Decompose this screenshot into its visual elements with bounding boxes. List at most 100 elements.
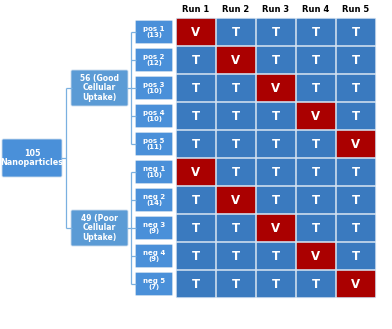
FancyBboxPatch shape <box>71 210 128 246</box>
Text: T: T <box>352 110 360 122</box>
Text: T: T <box>312 138 320 150</box>
FancyBboxPatch shape <box>336 158 376 186</box>
Text: T: T <box>352 54 360 66</box>
Text: Run 1: Run 1 <box>182 5 210 13</box>
FancyBboxPatch shape <box>216 158 256 186</box>
Text: Run 3: Run 3 <box>262 5 290 13</box>
Text: T: T <box>352 82 360 94</box>
FancyBboxPatch shape <box>336 74 376 102</box>
FancyBboxPatch shape <box>136 216 172 240</box>
FancyBboxPatch shape <box>136 272 172 295</box>
Text: T: T <box>272 26 280 38</box>
FancyBboxPatch shape <box>336 242 376 270</box>
FancyBboxPatch shape <box>2 139 62 177</box>
Text: T: T <box>232 221 240 235</box>
FancyBboxPatch shape <box>136 77 172 99</box>
Text: T: T <box>232 138 240 150</box>
Text: T: T <box>272 138 280 150</box>
Text: pos 3
(10): pos 3 (10) <box>143 82 165 94</box>
FancyBboxPatch shape <box>176 186 216 214</box>
FancyBboxPatch shape <box>216 102 256 130</box>
FancyBboxPatch shape <box>296 102 336 130</box>
Text: V: V <box>352 277 361 291</box>
Text: T: T <box>272 277 280 291</box>
Text: V: V <box>352 138 361 150</box>
FancyBboxPatch shape <box>216 270 256 298</box>
FancyBboxPatch shape <box>256 242 296 270</box>
Text: T: T <box>352 193 360 207</box>
FancyBboxPatch shape <box>216 74 256 102</box>
FancyBboxPatch shape <box>216 242 256 270</box>
Text: T: T <box>192 138 200 150</box>
Text: Run 4: Run 4 <box>302 5 330 13</box>
FancyBboxPatch shape <box>296 18 336 46</box>
Text: T: T <box>192 82 200 94</box>
FancyBboxPatch shape <box>296 74 336 102</box>
FancyBboxPatch shape <box>216 46 256 74</box>
Text: neg 1
(10): neg 1 (10) <box>143 166 165 178</box>
Text: V: V <box>271 82 281 94</box>
Text: T: T <box>272 249 280 263</box>
FancyBboxPatch shape <box>336 18 376 46</box>
FancyBboxPatch shape <box>216 186 256 214</box>
FancyBboxPatch shape <box>256 130 296 158</box>
Text: T: T <box>232 249 240 263</box>
Text: T: T <box>312 193 320 207</box>
FancyBboxPatch shape <box>336 130 376 158</box>
FancyBboxPatch shape <box>176 270 216 298</box>
Text: T: T <box>272 54 280 66</box>
FancyBboxPatch shape <box>176 158 216 186</box>
FancyBboxPatch shape <box>296 158 336 186</box>
FancyBboxPatch shape <box>336 214 376 242</box>
Text: Run 2: Run 2 <box>222 5 250 13</box>
Text: pos 4
(10): pos 4 (10) <box>143 110 165 122</box>
FancyBboxPatch shape <box>216 130 256 158</box>
FancyBboxPatch shape <box>136 105 172 128</box>
Text: pos 1
(13): pos 1 (13) <box>143 26 165 38</box>
FancyBboxPatch shape <box>176 242 216 270</box>
Text: T: T <box>352 26 360 38</box>
Text: T: T <box>312 221 320 235</box>
Text: T: T <box>232 82 240 94</box>
FancyBboxPatch shape <box>296 214 336 242</box>
FancyBboxPatch shape <box>176 102 216 130</box>
Text: 105
Nanoparticles: 105 Nanoparticles <box>0 149 64 167</box>
Text: T: T <box>192 193 200 207</box>
Text: V: V <box>191 165 201 179</box>
Text: T: T <box>232 165 240 179</box>
Text: 49 (Poor
Cellular
Uptake): 49 (Poor Cellular Uptake) <box>81 214 118 242</box>
Text: 56 (Good
Cellular
Uptake): 56 (Good Cellular Uptake) <box>80 74 119 102</box>
Text: T: T <box>192 54 200 66</box>
Text: pos 2
(12): pos 2 (12) <box>143 54 165 66</box>
Text: T: T <box>352 221 360 235</box>
FancyBboxPatch shape <box>336 270 376 298</box>
FancyBboxPatch shape <box>176 130 216 158</box>
FancyBboxPatch shape <box>296 186 336 214</box>
FancyBboxPatch shape <box>176 18 216 46</box>
Text: T: T <box>272 165 280 179</box>
Text: T: T <box>352 249 360 263</box>
Text: V: V <box>231 54 241 66</box>
FancyBboxPatch shape <box>216 18 256 46</box>
Text: T: T <box>192 277 200 291</box>
FancyBboxPatch shape <box>216 214 256 242</box>
Text: T: T <box>192 249 200 263</box>
Text: T: T <box>312 26 320 38</box>
FancyBboxPatch shape <box>256 102 296 130</box>
Text: T: T <box>272 193 280 207</box>
Text: V: V <box>191 26 201 38</box>
Text: T: T <box>232 110 240 122</box>
FancyBboxPatch shape <box>256 186 296 214</box>
Text: T: T <box>272 110 280 122</box>
Text: T: T <box>312 82 320 94</box>
FancyBboxPatch shape <box>71 70 128 106</box>
FancyBboxPatch shape <box>336 186 376 214</box>
Text: T: T <box>312 277 320 291</box>
Text: neg 4
(9): neg 4 (9) <box>143 250 165 262</box>
Text: T: T <box>312 54 320 66</box>
Text: neg 3
(9): neg 3 (9) <box>143 222 165 234</box>
FancyBboxPatch shape <box>176 214 216 242</box>
Text: V: V <box>311 110 321 122</box>
FancyBboxPatch shape <box>136 48 172 71</box>
FancyBboxPatch shape <box>256 214 296 242</box>
